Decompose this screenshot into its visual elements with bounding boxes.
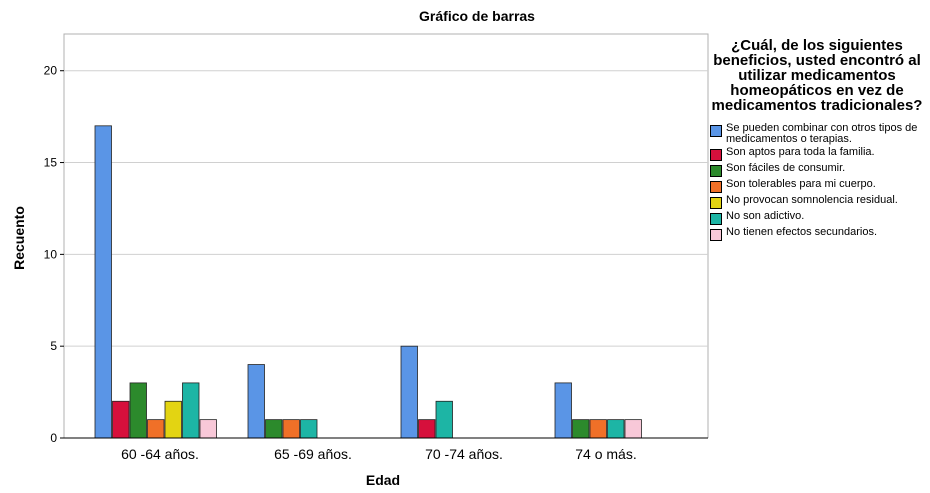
- legend-label: Se pueden combinar con otros tipos de me…: [726, 122, 918, 145]
- bar: [554, 382, 572, 439]
- legend-items: Se pueden combinar con otros tipos de me…: [706, 123, 928, 241]
- legend-label: Son fáciles de consumir.: [726, 162, 846, 174]
- legend-swatch: [710, 165, 722, 177]
- y-tick-label: 20: [44, 64, 58, 78]
- x-tick-label: 74 o más.: [575, 446, 636, 462]
- y-tick-label: 5: [50, 339, 57, 353]
- y-tick-label: 0: [50, 431, 57, 445]
- legend-swatch: [710, 181, 722, 193]
- legend-item: No provocan somnolencia residual.: [706, 195, 928, 209]
- legend-swatch: [710, 125, 722, 137]
- y-tick-label: 10: [44, 247, 58, 261]
- bar: [282, 419, 300, 439]
- legend-title: ¿Cuál, de los siguientes beneficios, ust…: [711, 37, 923, 114]
- plot-border: [63, 33, 709, 438]
- bar: [94, 125, 112, 439]
- plot-area: 0 5 10 15 20 60 -64 años. 65 -69 años. 70 -74 a…: [44, 33, 709, 462]
- legend-swatch: [710, 213, 722, 225]
- bar: [589, 419, 607, 439]
- legend-swatch: [710, 229, 722, 241]
- bar: [418, 419, 436, 439]
- bar: [265, 419, 283, 439]
- legend-item: No son adictivo.: [706, 211, 928, 225]
- y-tick-label: 15: [44, 156, 58, 170]
- bar: [400, 345, 418, 439]
- legend-label: No son adictivo.: [726, 210, 805, 222]
- bar: [182, 382, 200, 439]
- legend-swatch: [710, 149, 722, 161]
- legend-item: Son aptos para toda la familia.: [706, 147, 928, 161]
- legend-item: Se pueden combinar con otros tipos de me…: [706, 123, 928, 145]
- bar: [129, 382, 147, 439]
- x-tick-label: 70 -74 años.: [425, 446, 503, 462]
- x-tick-label: 65 -69 años.: [274, 446, 352, 462]
- legend-swatch: [710, 197, 722, 209]
- bar: [164, 400, 182, 439]
- legend-label: Son aptos para toda la familia.: [726, 146, 875, 158]
- bar: [435, 400, 453, 439]
- chart-title: Gráfico de barras: [419, 8, 535, 24]
- x-tick-label: 60 -64 años.: [121, 446, 199, 462]
- legend-label: Son tolerables para mi cuerpo.: [726, 178, 876, 190]
- bar: [607, 419, 625, 439]
- y-axis-label: Recuento: [11, 206, 27, 270]
- legend: ¿Cuál, de los siguientes beneficios, ust…: [706, 38, 928, 243]
- bar: [572, 419, 590, 439]
- bar: [247, 364, 265, 439]
- bar: [147, 419, 165, 439]
- legend-item: No tienen efectos secundarios.: [706, 227, 928, 241]
- legend-label: No provocan somnolencia residual.: [726, 194, 898, 206]
- legend-item: Son fáciles de consumir.: [706, 163, 928, 177]
- bar: [300, 419, 318, 439]
- bar: [112, 400, 130, 439]
- x-axis-label: Edad: [366, 472, 400, 488]
- legend-item: Son tolerables para mi cuerpo.: [706, 179, 928, 193]
- bar: [199, 419, 217, 439]
- legend-label: No tienen efectos secundarios.: [726, 226, 878, 238]
- bar: [624, 419, 642, 439]
